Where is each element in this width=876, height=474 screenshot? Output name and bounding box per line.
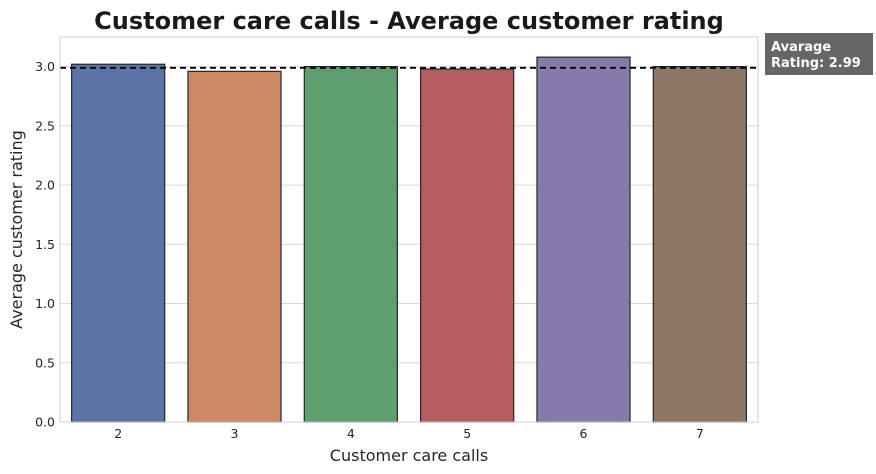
bar-4 [303, 66, 398, 423]
plot-frame [59, 36, 759, 423]
x-tick-label: 7 [696, 426, 704, 441]
x-tick-label: 3 [231, 426, 239, 441]
x-tick-label: 6 [580, 426, 588, 441]
annotation-line-2: Rating: 2.99 [771, 56, 861, 71]
x-axis-label: Customer care calls [330, 446, 488, 465]
y-tick-label: 3.0 [35, 59, 55, 74]
y-tick-label: 1.5 [35, 237, 55, 252]
x-tick-label: 5 [463, 426, 471, 441]
gridlines [60, 66, 758, 423]
bar-7 [652, 66, 747, 423]
bar-5 [420, 68, 515, 423]
y-tick-label: 2.0 [35, 178, 55, 193]
annotation-box [765, 33, 873, 75]
y-axis-label: Average customer rating [7, 130, 26, 329]
bar-2 [71, 63, 166, 423]
y-tick-labels: 0.0 0.5 1.0 1.5 2.0 2.5 3.0 [35, 59, 55, 429]
x-tick-label: 4 [347, 426, 355, 441]
chart-title: Customer care calls - Average customer r… [94, 7, 724, 35]
y-tick-label: 1.0 [35, 296, 55, 311]
average-rating-annotation: Avarage Rating: 2.99 [765, 33, 873, 75]
x-tick-labels: 2 3 4 5 6 7 [114, 426, 704, 441]
bar-6 [536, 56, 631, 423]
y-tick-label: 0.0 [35, 415, 55, 430]
bars [71, 56, 747, 423]
x-tick-label: 2 [114, 426, 122, 441]
bar-3 [187, 70, 282, 423]
y-tick-label: 0.5 [35, 355, 55, 370]
y-tick-label: 2.5 [35, 118, 55, 133]
annotation-line-1: Avarage [771, 40, 831, 55]
